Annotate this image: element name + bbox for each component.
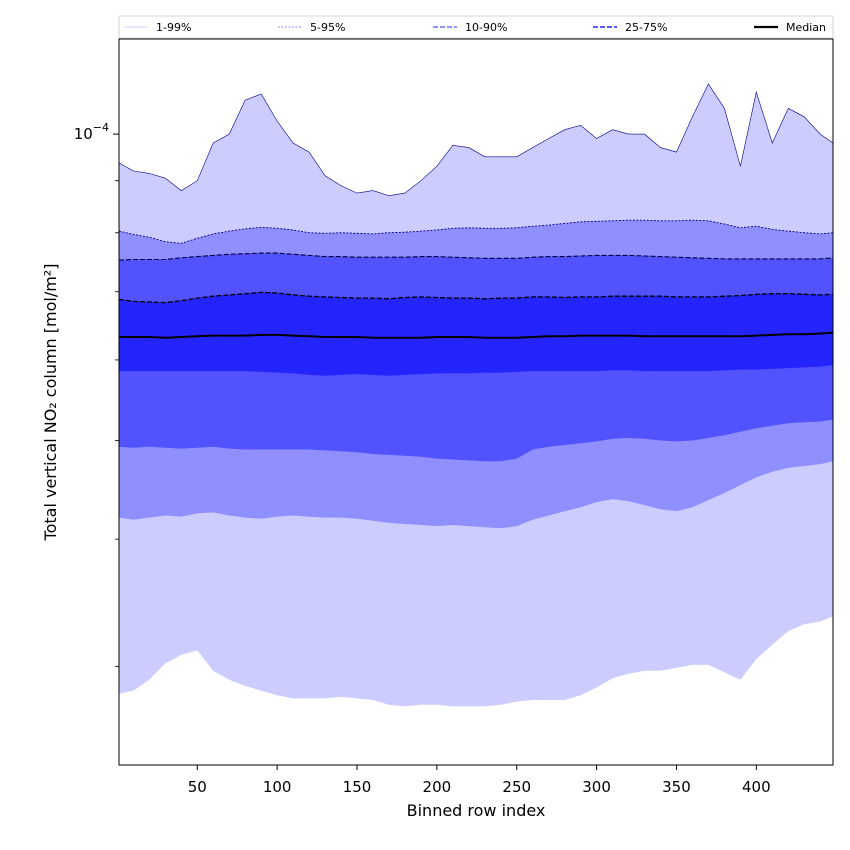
y-axis: 10−4: [74, 121, 119, 667]
x-axis: 50 100 150 200 250 300 350 400: [188, 765, 771, 796]
x-tick-label: 50: [188, 778, 207, 796]
legend-label: 1-99%: [156, 21, 191, 34]
plot-frame: [118, 38, 834, 766]
x-tick-label: 350: [662, 778, 691, 796]
band-upper-edge-25-75%: [118, 291, 834, 304]
x-tick-label: 100: [263, 778, 292, 796]
legend: 1-99% 5-95% 10-90% 25-75% Median: [118, 15, 834, 39]
x-tick-label: 250: [502, 778, 531, 796]
band-25-75%: [119, 292, 833, 376]
x-tick-label: 400: [742, 778, 771, 796]
y-tick-label: 10−4: [74, 121, 109, 143]
percentile-bands: [119, 84, 833, 707]
legend-label: Median: [786, 21, 826, 34]
x-tick-label: 200: [423, 778, 452, 796]
band-upper-edge-10-90%: [118, 252, 834, 261]
y-axis-label: Total vertical NO₂ column [mol/m²]: [41, 264, 60, 542]
legend-label: 10-90%: [465, 21, 507, 34]
x-axis-label: Binned row index: [407, 801, 546, 820]
legend-label: 5-95%: [310, 21, 345, 34]
band-upper-edge-1-99%: [118, 83, 834, 197]
x-tick-label: 150: [343, 778, 372, 796]
percentile-lines: [118, 83, 834, 339]
median-line: [119, 331, 834, 339]
legend-label: 25-75%: [625, 21, 667, 34]
band-upper-edge-5-95%: [118, 219, 834, 244]
legend-frame: [118, 15, 834, 39]
x-tick-label: 300: [582, 778, 611, 796]
